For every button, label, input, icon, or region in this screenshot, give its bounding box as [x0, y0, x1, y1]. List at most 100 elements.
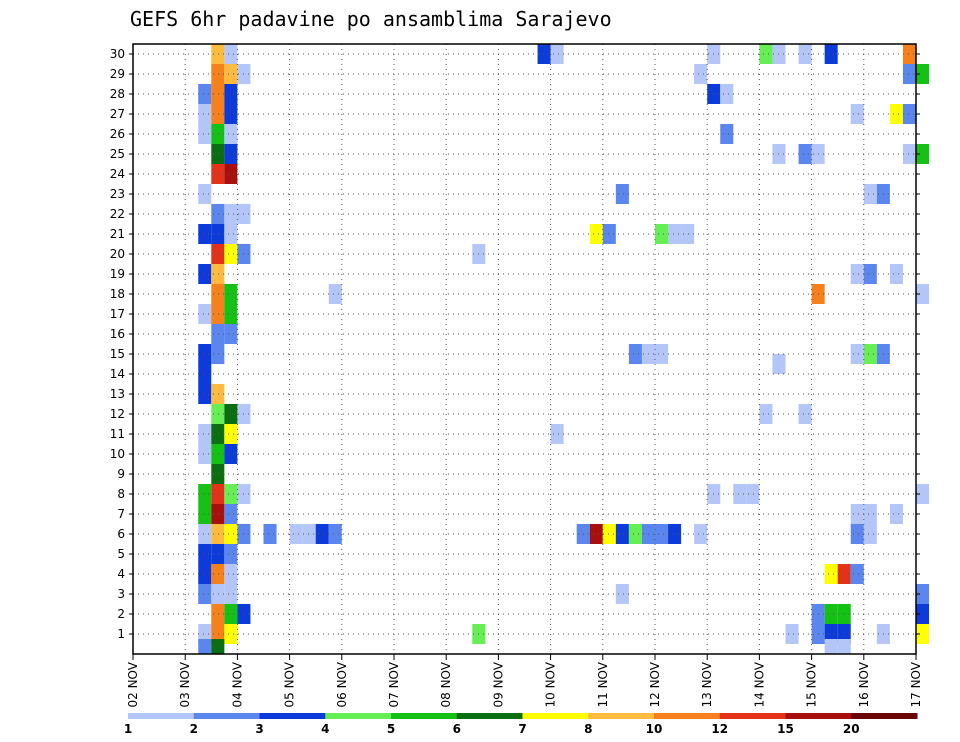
heatmap-cell: [850, 504, 864, 524]
heatmap-cell: [681, 224, 695, 244]
legend-tick-label: 15: [777, 722, 794, 736]
heatmap-cell: [211, 604, 225, 624]
heatmap-cell: [211, 639, 225, 654]
heatmap-cell: [694, 524, 708, 544]
heatmap-cell: [211, 544, 225, 564]
heatmap-cell: [589, 224, 603, 244]
y-tick-label: 15: [110, 347, 125, 361]
heatmap-cell: [198, 424, 212, 444]
heatmap-cell: [224, 64, 238, 84]
heatmap-cell: [198, 524, 212, 544]
y-tick-label: 26: [110, 127, 125, 141]
legend-swatch: [128, 713, 195, 719]
legend-swatch: [588, 713, 655, 719]
heatmap-cell: [198, 264, 212, 284]
heatmap-cell: [211, 164, 225, 184]
heatmap-cell: [224, 44, 238, 64]
plot-frame: [132, 43, 917, 655]
heatmap-cell: [211, 224, 225, 244]
heatmap-cell: [263, 524, 277, 544]
heatmap-cell: [198, 384, 212, 404]
heatmap-cell: [798, 144, 812, 164]
heatmap-cell: [628, 524, 642, 544]
heatmap-cell: [224, 604, 238, 624]
heatmap-cell: [224, 84, 238, 104]
heatmap-cell: [902, 104, 916, 124]
heatmap-cell: [302, 524, 316, 544]
y-tick-label: 6: [117, 527, 125, 541]
y-tick-label: 2: [117, 607, 125, 621]
heatmap-cell: [916, 624, 930, 644]
legend-swatch: [719, 713, 786, 719]
heatmap-cell: [224, 284, 238, 304]
heatmap-cell: [902, 64, 916, 84]
heatmap-cell: [916, 484, 930, 504]
heatmap-cell: [211, 144, 225, 164]
heatmap-cell: [615, 524, 629, 544]
legend-tick-label: 3: [255, 722, 263, 736]
heatmap-cell: [615, 184, 629, 204]
heatmap-cell: [863, 184, 877, 204]
heatmap-cell: [224, 524, 238, 544]
x-tick-label: 12 NOV: [648, 661, 662, 707]
y-tick-label: 12: [110, 407, 125, 421]
heatmap-cell: [889, 104, 903, 124]
heatmap-cell: [916, 144, 930, 164]
y-tick-label: 14: [110, 367, 125, 381]
heatmap-cell: [902, 44, 916, 64]
heatmap-cell: [224, 424, 238, 444]
heatmap-cell: [198, 484, 212, 504]
heatmap-cell: [837, 639, 851, 654]
y-tick-label: 22: [110, 207, 125, 221]
y-axis: 1234567891011121314151617181920212223242…: [110, 47, 920, 641]
heatmap-cell: [863, 524, 877, 544]
heatmap-cell: [655, 224, 669, 244]
heatmap-cell: [211, 44, 225, 64]
gridlines: [133, 44, 916, 654]
y-tick-label: 20: [110, 247, 125, 261]
heatmap-cell: [824, 564, 838, 584]
y-tick-label: 19: [110, 267, 125, 281]
y-tick-label: 8: [117, 487, 125, 501]
heatmap-cell: [211, 504, 225, 524]
heatmap-cell: [589, 524, 603, 544]
heatmap-cell: [628, 344, 642, 364]
heatmap-cell: [211, 204, 225, 224]
heatmap-cell: [198, 124, 212, 144]
y-tick-label: 29: [110, 67, 125, 81]
chart-title: GEFS 6hr padavine po ansamblima Sarajevo: [130, 7, 612, 31]
heatmap-cell: [211, 104, 225, 124]
heatmap-cell: [198, 184, 212, 204]
heatmap-cell: [733, 484, 747, 504]
heatmap-cell: [824, 639, 838, 654]
legend-tick-label: 2: [190, 722, 198, 736]
heatmap-cell: [328, 524, 342, 544]
heatmap-cell: [211, 244, 225, 264]
heatmap-cell: [211, 384, 225, 404]
x-tick-label: 14 NOV: [752, 661, 766, 707]
heatmap-cell: [328, 284, 342, 304]
y-tick-label: 1: [117, 627, 125, 641]
x-tick-label: 09 NOV: [491, 661, 505, 707]
heatmap-cell: [224, 164, 238, 184]
heatmap-cell: [916, 604, 930, 624]
y-tick-label: 24: [110, 167, 125, 181]
heatmap-cell: [198, 544, 212, 564]
x-tick-label: 15 NOV: [805, 661, 819, 707]
heatmap-cell: [224, 584, 238, 604]
heatmap-cell: [198, 84, 212, 104]
x-tick-label: 13 NOV: [700, 661, 714, 707]
heatmap-cell: [850, 344, 864, 364]
x-tick-label: 10 NOV: [544, 661, 558, 707]
y-tick-label: 30: [110, 47, 125, 61]
y-tick-label: 21: [110, 227, 125, 241]
heatmap-cell: [224, 324, 238, 344]
y-tick-label: 9: [117, 467, 125, 481]
y-tick-label: 5: [117, 547, 125, 561]
heatmap-cell: [863, 504, 877, 524]
heatmap-cell: [224, 224, 238, 244]
heatmap-cell: [785, 624, 799, 644]
legend-tick-label: 20: [843, 722, 860, 736]
heatmap-cell: [211, 464, 225, 484]
heatmap-cell: [224, 484, 238, 504]
